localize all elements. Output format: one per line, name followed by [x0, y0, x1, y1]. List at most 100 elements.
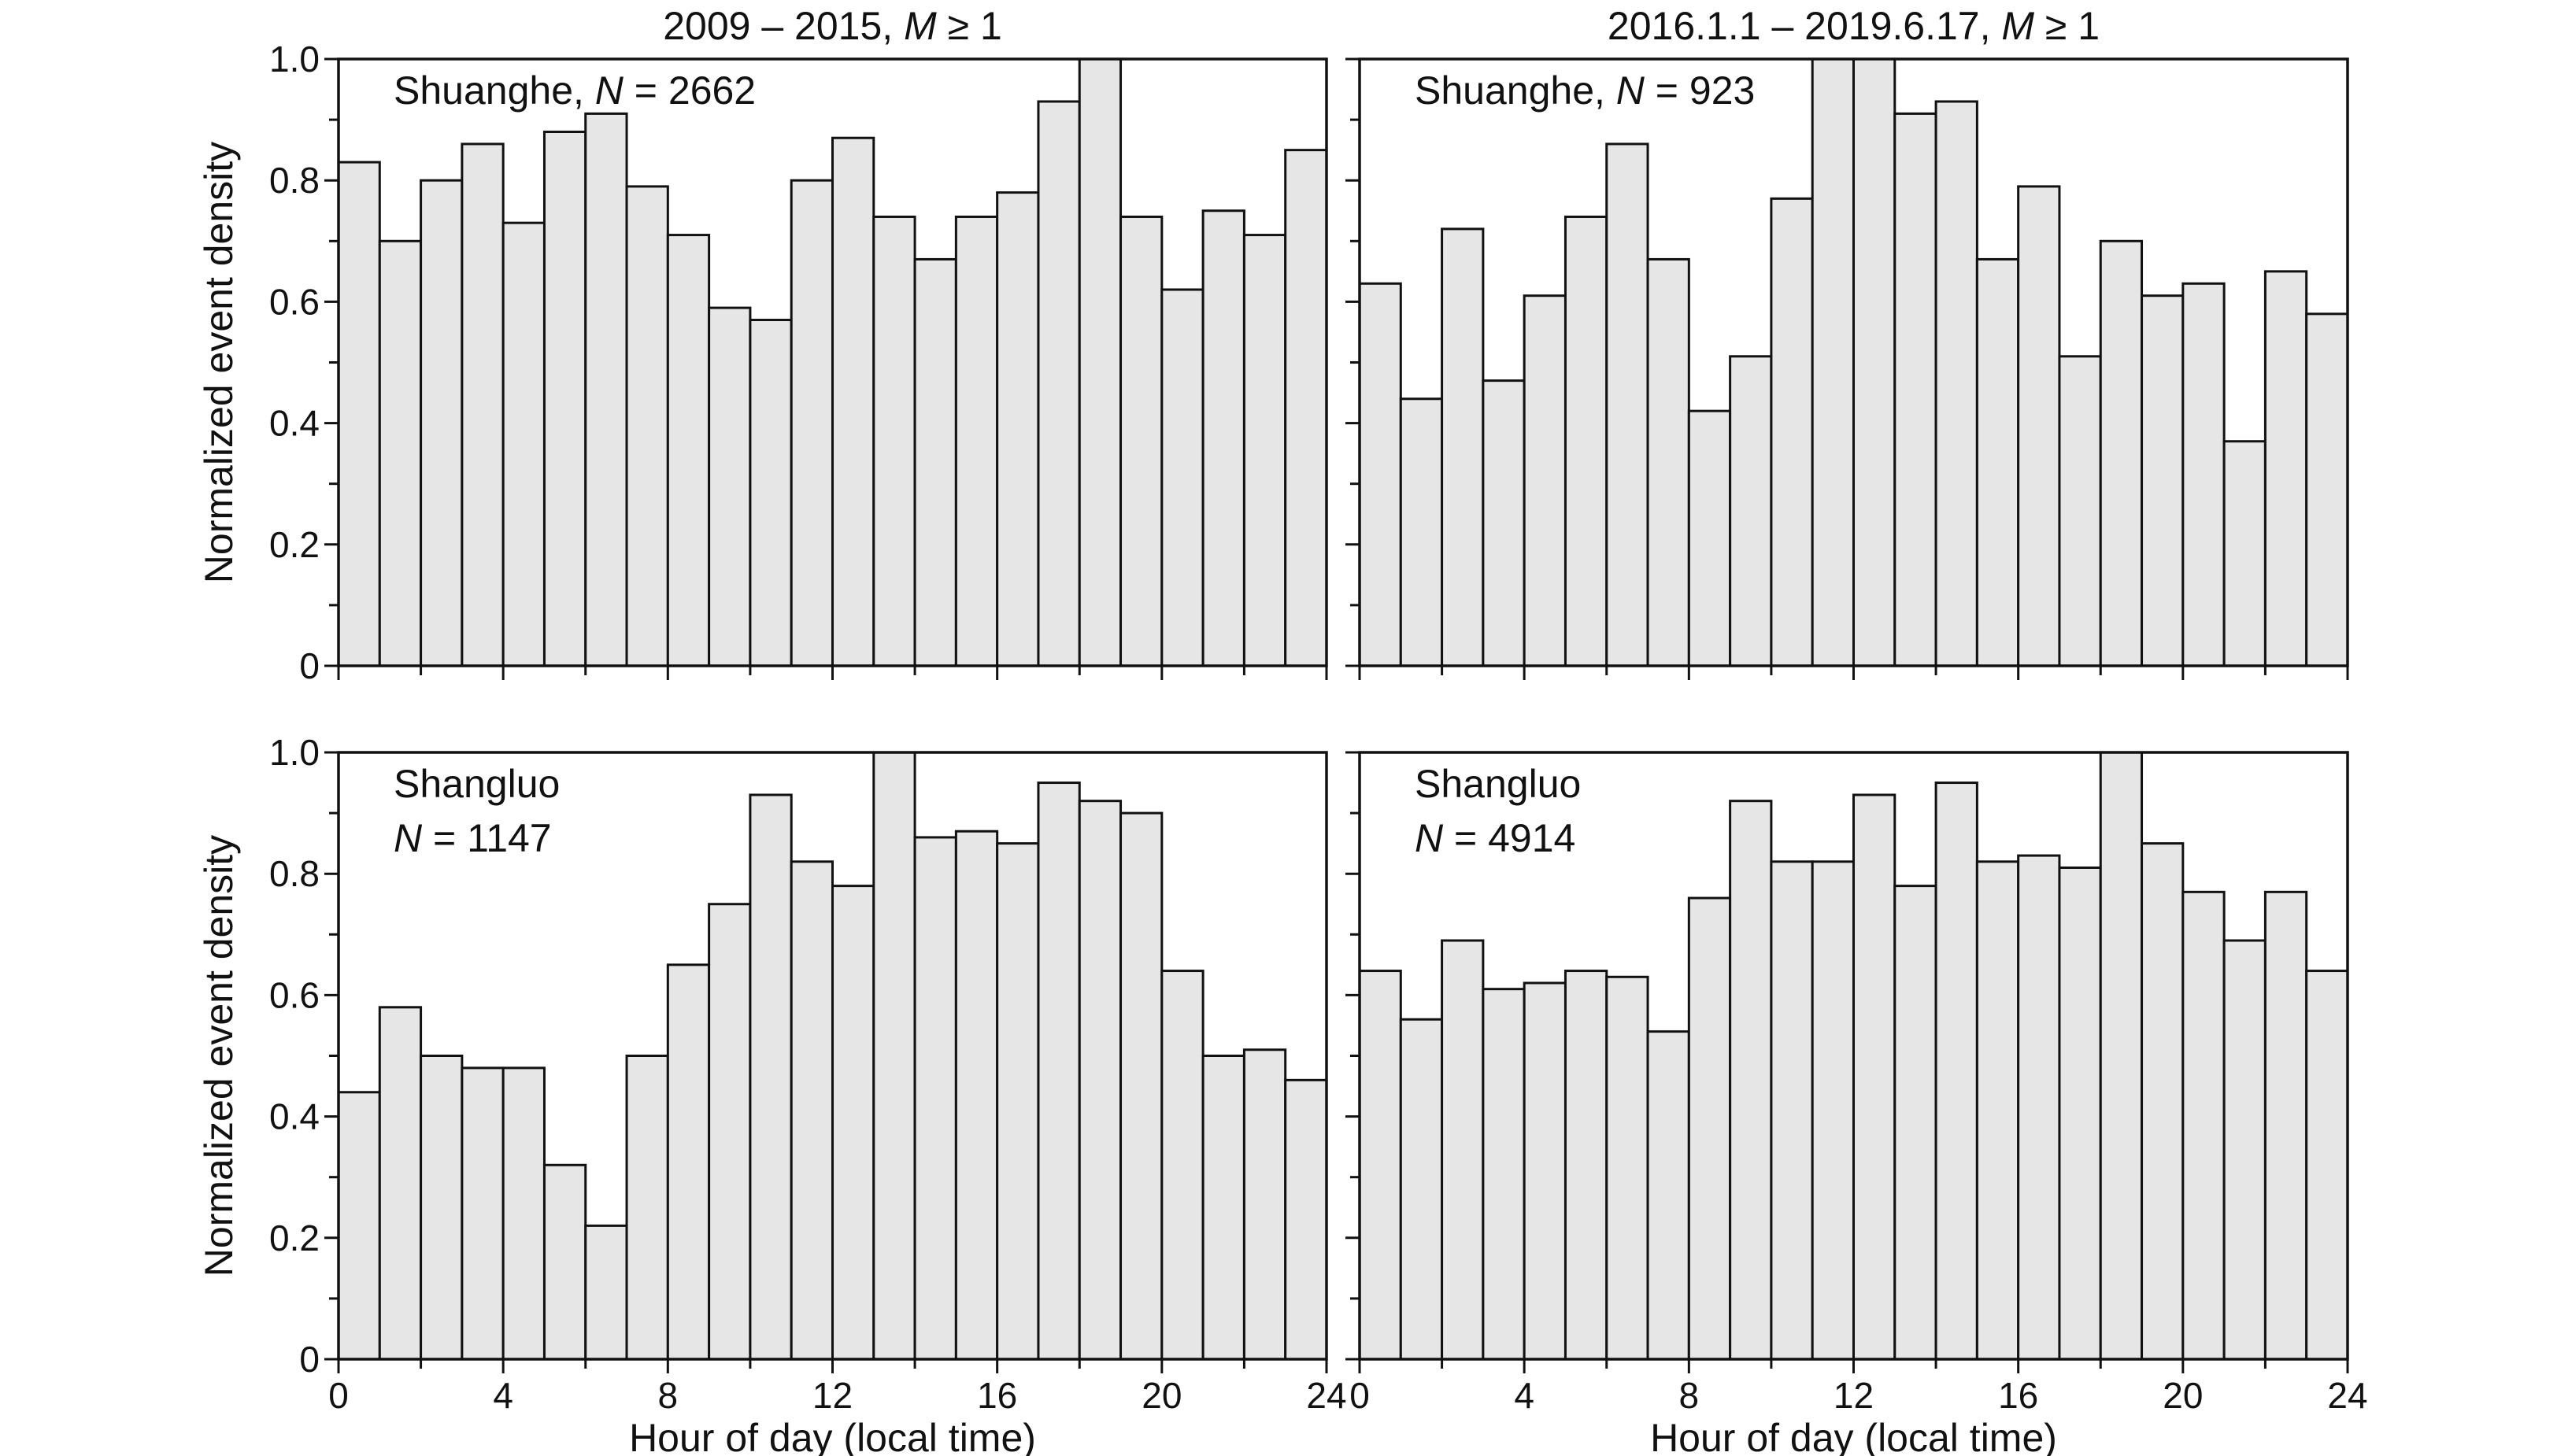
y-tick-label: 0.2 [269, 524, 320, 565]
histogram-bar [2222, 440, 2267, 667]
histogram-bar [708, 306, 752, 667]
histogram-bar [954, 215, 999, 667]
title-text: 2009 – 2015, [663, 4, 904, 48]
title-condition: ≥ 1 [2034, 4, 2100, 48]
x-tick-label: 4 [493, 1375, 513, 1416]
histogram-bar [1811, 57, 1855, 667]
x-axis-label: Hour of day (local time) [629, 1416, 1036, 1456]
histogram-bar [1482, 379, 1526, 667]
histogram-bar [461, 142, 505, 667]
panel-label-text: Shangluo [1415, 762, 1581, 806]
histogram-bar [2058, 355, 2102, 667]
histogram-bar [1729, 355, 1773, 667]
histogram-bar [1284, 149, 1328, 667]
histogram-bar [2017, 185, 2061, 667]
histogram-bar [2099, 751, 2144, 1361]
histogram-bar [337, 1091, 381, 1361]
histogram-bar [1399, 397, 1444, 667]
histogram-bar [378, 239, 423, 667]
histogram-bar [996, 191, 1040, 667]
histogram-bar [1646, 257, 1690, 667]
panel-label-text: = 4914 [1443, 816, 1575, 860]
histogram-bar [1119, 215, 1164, 667]
histogram-bar [1441, 939, 1485, 1361]
histogram-bar [1975, 257, 2020, 667]
histogram-bar [584, 112, 628, 667]
histogram-bar [1037, 100, 1081, 667]
histogram-bar [1201, 209, 1245, 667]
histogram-bar [1242, 234, 1287, 667]
histogram-bar [2141, 842, 2185, 1361]
panel-shuanghe-2009-2015: 0 0.2 0.4 0.6 0.8 1.0 Normalized event density… [197, 39, 1328, 686]
y-tick-label: 0.6 [269, 281, 320, 322]
y-tick-label: 0.4 [269, 403, 320, 444]
histogram-bar [1201, 1055, 1245, 1361]
histogram-bar [2305, 970, 2349, 1361]
histogram-bar [1242, 1048, 1287, 1361]
x-tick-label: 8 [658, 1375, 679, 1416]
histogram-bar [2222, 939, 2267, 1361]
histogram-bar [501, 221, 546, 667]
y-tick-label: 1.0 [269, 39, 320, 79]
histogram-bar [2099, 239, 2144, 667]
histogram-bar [2141, 294, 2185, 667]
histogram-bar [378, 1006, 423, 1361]
histogram-bar [872, 215, 916, 667]
histogram-bar [1482, 988, 1526, 1361]
panel-label-line: Shangluo [1415, 762, 1581, 806]
histogram-bar [913, 257, 957, 667]
histogram-bar [1687, 409, 1732, 667]
title-variable: M [2001, 4, 2034, 48]
x-tick-label: 16 [977, 1375, 1017, 1416]
histogram-bar [461, 1066, 505, 1361]
x-tick-label: 0 [328, 1375, 349, 1416]
histogram-bar [2305, 312, 2349, 667]
histogram-bar [337, 161, 381, 667]
panel-label-line: Shuanghe, N = 2662 [394, 68, 756, 113]
panel-label-text: = 923 [1645, 68, 1755, 113]
histogram-bar [1078, 57, 1123, 667]
panel-label-text: = 1147 [422, 816, 552, 860]
histogram-bar [420, 179, 464, 667]
histogram-bar [420, 1055, 464, 1361]
histogram-bar [1646, 1030, 1690, 1361]
histogram-bar [1523, 981, 1567, 1361]
histogram-bar [2263, 890, 2308, 1361]
y-tick-label: 0.6 [269, 974, 320, 1015]
x-tick-label: 24 [2327, 1375, 2367, 1416]
y-tick-label: 0 [299, 645, 320, 686]
histogram-bar [625, 1055, 669, 1361]
histogram-bar [666, 963, 711, 1361]
histogram-bar [666, 234, 711, 667]
histogram-bar [1119, 811, 1164, 1361]
x-tick-label: 12 [812, 1375, 853, 1416]
histogram-bar [1770, 860, 1814, 1361]
x-tick-label: 20 [2163, 1375, 2203, 1416]
y-tick-label: 0 [299, 1339, 320, 1380]
y-tick-label: 0.2 [269, 1218, 320, 1258]
histogram-bar [1358, 970, 1402, 1361]
histogram-bar [1441, 227, 1485, 667]
title-variable: M [904, 4, 937, 48]
panel-label-text: Shangluo [394, 762, 560, 806]
x-tick-label: 8 [1679, 1375, 1700, 1416]
histogram-bar [708, 903, 752, 1361]
histogram-bar [1975, 860, 2020, 1361]
histogram-bar [2181, 282, 2226, 667]
histogram-bar [1563, 215, 1608, 667]
panel-label-line: N = 4914 [1415, 816, 1575, 860]
histogram-bar [954, 830, 999, 1361]
histogram-bar [1160, 288, 1204, 667]
column-title-2009-2015: 2009 – 2015, M ≥ 1 [663, 4, 1002, 48]
x-tick-label: 24 [1306, 1375, 1346, 1416]
panel-label-variable: N [595, 68, 624, 113]
panel-label-text: Shuanghe, [1415, 68, 1616, 113]
x-tick-label: 16 [1998, 1375, 2038, 1416]
column-title-2016-2019: 2016.1.1 – 2019.6.17, M ≥ 1 [1608, 4, 2100, 48]
histogram-bar [1605, 975, 1649, 1361]
histogram-bar [1893, 885, 1937, 1361]
histogram-bar [542, 131, 587, 667]
title-condition: ≥ 1 [937, 4, 1002, 48]
panel-label-line: Shuanghe, N = 923 [1415, 68, 1755, 113]
